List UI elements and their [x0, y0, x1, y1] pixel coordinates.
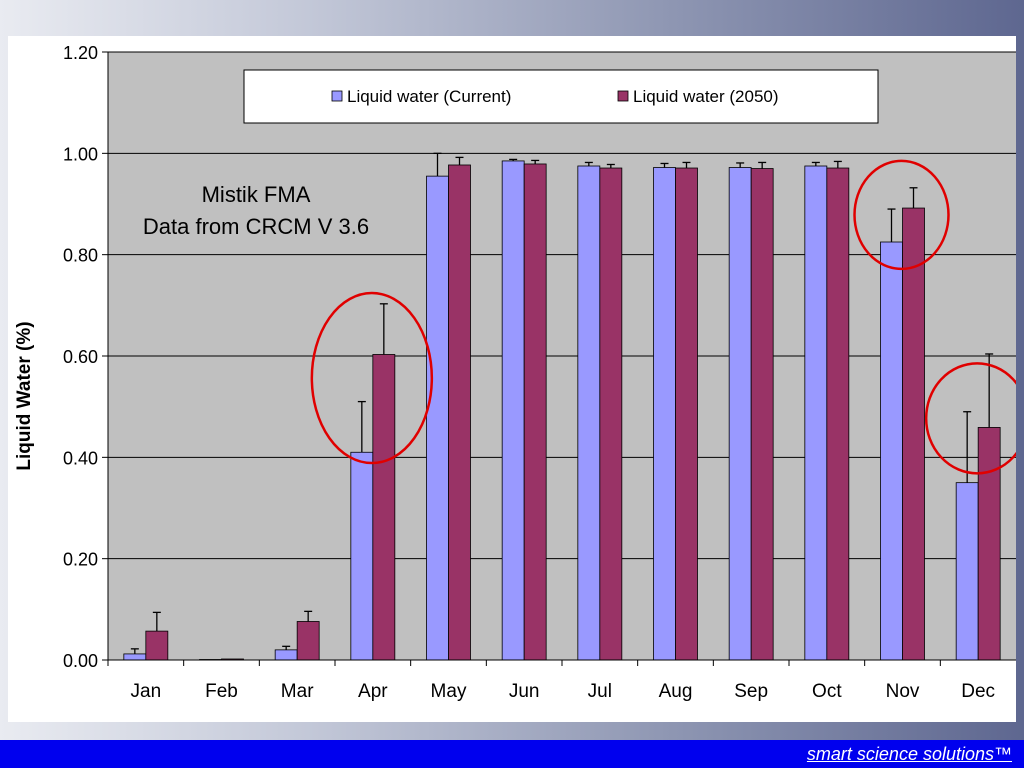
- bar-2050-mar: [296, 621, 320, 661]
- x-tick-label: Oct: [812, 681, 842, 702]
- y-tick-label: 0.20: [63, 550, 98, 570]
- x-tick-label: Sep: [734, 681, 768, 702]
- liquid-water-chart: 0.00 0.20 0.40 0.60 0.80 1.00 1.20 Liquid Water…: [14, 43, 1016, 702]
- legend-label: Liquid water (Current): [347, 87, 511, 106]
- y-tick-label: 1.00: [63, 144, 98, 164]
- bar-current-dec: [955, 482, 979, 661]
- y-tick-label: 1.20: [63, 43, 98, 63]
- legend-label: Liquid water (2050): [633, 87, 779, 106]
- bar-2050-dec: [977, 427, 1001, 661]
- highlight-circle-apr: [310, 291, 434, 465]
- error-bar-layer: [130, 152, 994, 654]
- x-tick-label: May: [431, 681, 467, 702]
- x-tick-label: Jan: [131, 681, 162, 702]
- y-tick-label: 0.40: [63, 448, 98, 468]
- legend: Liquid water (Current) Liquid water (2050…: [243, 69, 879, 124]
- x-tick-label: Jun: [509, 681, 540, 702]
- x-tick-label: Dec: [961, 681, 995, 702]
- bar-current-aug: [653, 167, 676, 661]
- bar-2050-jul: [599, 167, 623, 661]
- footer-link[interactable]: smart science solutions™: [806, 744, 1012, 764]
- footer-bar: smart science solutions™: [0, 740, 1024, 768]
- bar-current-oct: [804, 165, 828, 661]
- bar-current-sep: [728, 167, 752, 661]
- x-tick-label: Nov: [886, 681, 920, 702]
- bar-2050-nov: [902, 207, 925, 661]
- bar-2050-oct: [826, 167, 850, 661]
- x-tick-label: Apr: [358, 681, 388, 702]
- x-tick-label: Feb: [205, 681, 238, 702]
- annotation-line: Data from CRCM V 3.6: [143, 214, 369, 239]
- chart-panel: 0.00 0.20 0.40 0.60 0.80 1.00 1.20 Liquid Water…: [8, 36, 1016, 722]
- y-axis-title: Liquid Water (%): [14, 321, 35, 470]
- bar-layer: [123, 160, 1001, 661]
- bar-current-mar: [274, 649, 298, 661]
- bar-current-apr: [350, 451, 374, 661]
- bar-2050-aug: [675, 167, 698, 661]
- annotation-line: Mistik FMA: [202, 182, 311, 207]
- bar-current-jul: [577, 165, 601, 661]
- chart-annotation: Mistik FMA Data from CRCM V 3.6: [143, 182, 369, 239]
- bar-2050-apr: [372, 354, 396, 661]
- x-tick-label: Jul: [588, 681, 612, 702]
- legend-swatch: [331, 90, 343, 102]
- bar-current-jun: [501, 160, 525, 661]
- legend-box: [243, 69, 879, 124]
- bar-2050-sep: [750, 168, 774, 661]
- legend-swatch: [617, 90, 629, 102]
- bar-current-may: [426, 175, 449, 661]
- bar-current-nov: [880, 241, 903, 661]
- y-tick-label: 0.00: [63, 651, 98, 671]
- bar-2050-jan: [145, 630, 169, 661]
- bar-current-jan: [123, 653, 147, 661]
- axis-layer: 0.00 0.20 0.40 0.60 0.80 1.00 1.20 Liquid Water…: [14, 43, 1016, 702]
- x-tick-label: Mar: [281, 681, 314, 702]
- y-tick-label: 0.60: [63, 347, 98, 367]
- highlight-circle-dec: [924, 362, 1016, 475]
- highlight-circle-nov: [853, 159, 950, 271]
- y-tick-label: 0.80: [63, 246, 98, 266]
- bar-2050-may: [448, 164, 471, 661]
- bar-2050-jun: [523, 163, 547, 661]
- x-tick-label: Aug: [659, 681, 693, 702]
- plot-area: [108, 51, 1016, 660]
- highlight-circles: [310, 159, 1016, 475]
